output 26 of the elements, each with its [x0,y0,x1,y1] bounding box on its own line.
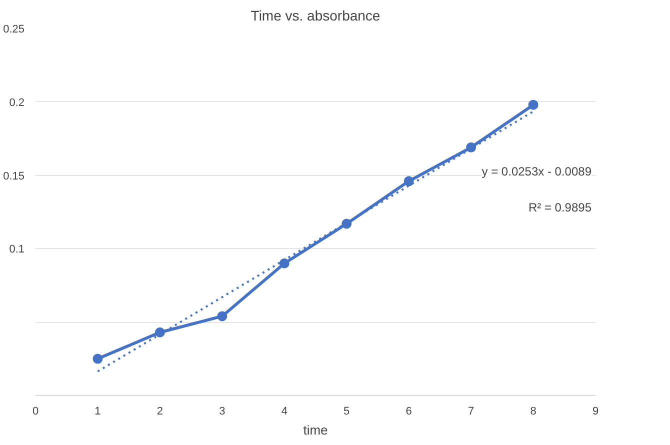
point [466,142,476,152]
point [342,218,352,229]
x-tick-label: 6 [406,406,412,418]
x-tick-label: 7 [468,406,474,418]
y-tick-label: 0.2 [9,96,25,109]
x-tick-label: 4 [281,406,288,418]
point [154,327,165,338]
point [528,100,538,110]
x-tick-label: 9 [592,406,599,418]
x-tick-label: 2 [156,406,164,418]
x-tick-label: 8 [530,406,536,418]
point [92,354,103,364]
annotation: y = 0.0253x - 0.0089 [482,164,592,178]
x-tick-label: 3 [219,406,226,418]
annotation: R² = 0.9895 [528,200,592,214]
x-tick-label: 0 [32,406,39,418]
x-tick-label: 5 [344,406,350,418]
y-tick-label: 0.25 [3,24,25,36]
point [404,176,414,186]
y-tick-label: 0.1 [9,244,25,256]
x-tick-label: 1 [94,406,101,418]
chart-title: Time vs. absorbance [250,8,380,24]
y-tick-label: 0.15 [3,170,25,182]
point [217,311,228,322]
x-axis-title: time [303,422,328,438]
point [279,258,290,268]
